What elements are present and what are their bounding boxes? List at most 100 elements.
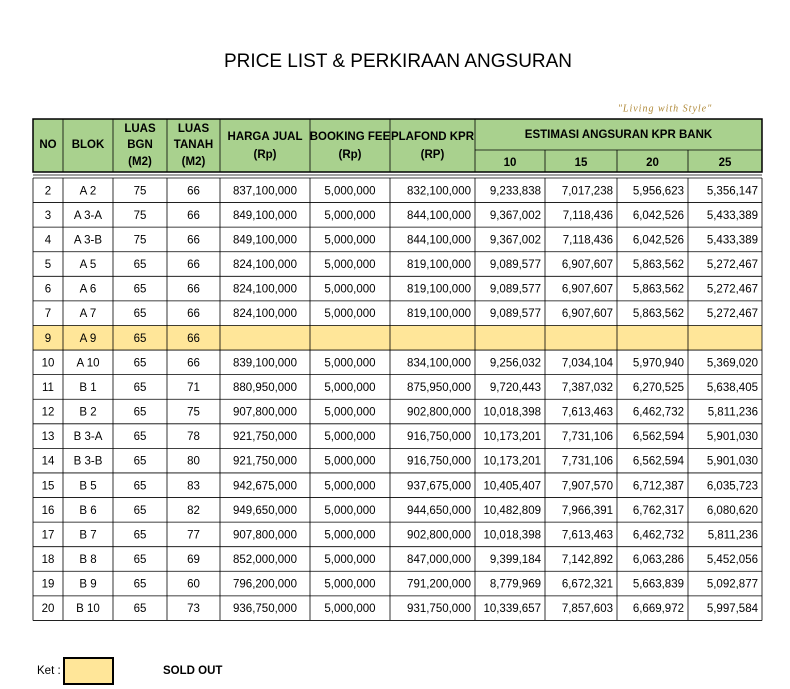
cell: 8,779,969 [490, 579, 541, 591]
cell: 66 [187, 333, 200, 345]
cell: 5,811,236 [708, 407, 758, 419]
cell: 65 [134, 480, 147, 492]
sub-header: 15 [575, 157, 588, 169]
cell: 65 [134, 529, 147, 541]
cell: 75 [134, 210, 147, 222]
cell: 9,367,002 [490, 234, 541, 246]
cell: 66 [187, 259, 200, 271]
cell: 65 [134, 407, 147, 419]
cell: 10,339,657 [483, 603, 541, 615]
cell: 6,080,620 [707, 505, 758, 517]
cell: 9 [45, 333, 51, 345]
cell: 6,462,732 [633, 529, 684, 541]
cell: 5,000,000 [324, 579, 375, 591]
cell: 5,956,623 [633, 185, 684, 197]
column-header: (Rp) [254, 149, 277, 161]
cell: 834,100,000 [407, 357, 471, 369]
cell: 5,272,467 [707, 284, 758, 296]
cell: 880,950,000 [233, 382, 297, 394]
cell: 6,270,525 [633, 382, 684, 394]
cell: 65 [134, 357, 147, 369]
cell: 5,356,147 [707, 185, 758, 197]
column-header: (M2) [182, 156, 206, 168]
column-header: (M2) [128, 156, 152, 168]
cell: 849,100,000 [233, 234, 297, 246]
cell: 7,142,892 [562, 554, 613, 566]
cell: 66 [187, 234, 200, 246]
cell: 10,173,201 [483, 456, 541, 468]
cell: 5,092,877 [707, 579, 758, 591]
cell: 796,200,000 [233, 579, 297, 591]
cell: 5,000,000 [324, 284, 375, 296]
column-header: LUAS [178, 123, 210, 135]
cell: 5 [45, 259, 51, 271]
cell: 5,000,000 [324, 259, 375, 271]
cell: 916,750,000 [407, 456, 471, 468]
cell: 6,035,723 [707, 480, 758, 492]
cell: 9,367,002 [490, 210, 541, 222]
cell: 839,100,000 [233, 357, 297, 369]
cell: 7,907,570 [562, 480, 613, 492]
column-header: (Rp) [339, 149, 362, 161]
cell: 6,063,286 [633, 554, 684, 566]
cell: 7,966,391 [562, 505, 613, 517]
cell: 4 [45, 234, 52, 246]
cell: B 7 [79, 529, 96, 541]
cell: 819,100,000 [407, 308, 471, 320]
cell: 65 [134, 382, 147, 394]
cell: 75 [134, 185, 147, 197]
cell: 73 [187, 603, 200, 615]
column-header: LUAS [124, 123, 156, 135]
cell: 20 [42, 603, 55, 615]
cell: 791,200,000 [407, 579, 471, 591]
cell: 10,018,398 [483, 529, 541, 541]
cell: 5,000,000 [324, 308, 375, 320]
cell: 5,863,562 [633, 284, 684, 296]
tagline: "Living with Style" [618, 103, 713, 114]
cell: 7,613,463 [562, 529, 613, 541]
column-header: PLAFOND KPR [391, 131, 475, 143]
legend-label: Ket : [37, 665, 61, 677]
cell: 5,863,562 [633, 308, 684, 320]
cell: 5,369,020 [707, 357, 758, 369]
column-header: NO [39, 139, 56, 151]
column-header: TANAH [174, 139, 213, 151]
cell: A 3-A [74, 210, 102, 222]
cell: 5,272,467 [707, 259, 758, 271]
cell: 844,100,000 [407, 234, 471, 246]
cell: 7 [45, 308, 51, 320]
cell: 5,901,030 [707, 431, 758, 443]
cell: 902,800,000 [407, 407, 471, 419]
cell: B 3-A [74, 431, 103, 443]
cell: B 10 [76, 603, 100, 615]
cell: 949,650,000 [233, 505, 297, 517]
cell: A 7 [80, 308, 97, 320]
cell: 5,433,389 [707, 234, 758, 246]
cell: 12 [42, 407, 55, 419]
cell: 5,000,000 [324, 357, 375, 369]
cell: 5,000,000 [324, 554, 375, 566]
cell: 5,000,000 [324, 210, 375, 222]
cell: 5,863,562 [633, 259, 684, 271]
cell: 5,000,000 [324, 480, 375, 492]
cell: 66 [187, 308, 200, 320]
cell: 6,462,732 [633, 407, 684, 419]
cell: 5,452,056 [707, 554, 758, 566]
cell: 82 [187, 505, 200, 517]
sub-header: 20 [646, 157, 659, 169]
cell: 902,800,000 [407, 529, 471, 541]
cell: 5,901,030 [707, 456, 758, 468]
cell: B 9 [79, 579, 96, 591]
column-header: BOOKING FEE [310, 131, 391, 143]
title: PRICE LIST & PERKIRAAN ANGSURAN [224, 51, 572, 72]
cell: 10,482,809 [483, 505, 541, 517]
cell: 65 [134, 308, 147, 320]
cell: 5,970,940 [633, 357, 684, 369]
cell: 6,672,321 [562, 579, 613, 591]
cell: 65 [134, 456, 147, 468]
cell: 5,000,000 [324, 456, 375, 468]
cell: 6,907,607 [562, 284, 613, 296]
cell: 5,000,000 [324, 407, 375, 419]
cell: 9,399,184 [490, 554, 542, 566]
cell: 6,042,526 [633, 234, 684, 246]
